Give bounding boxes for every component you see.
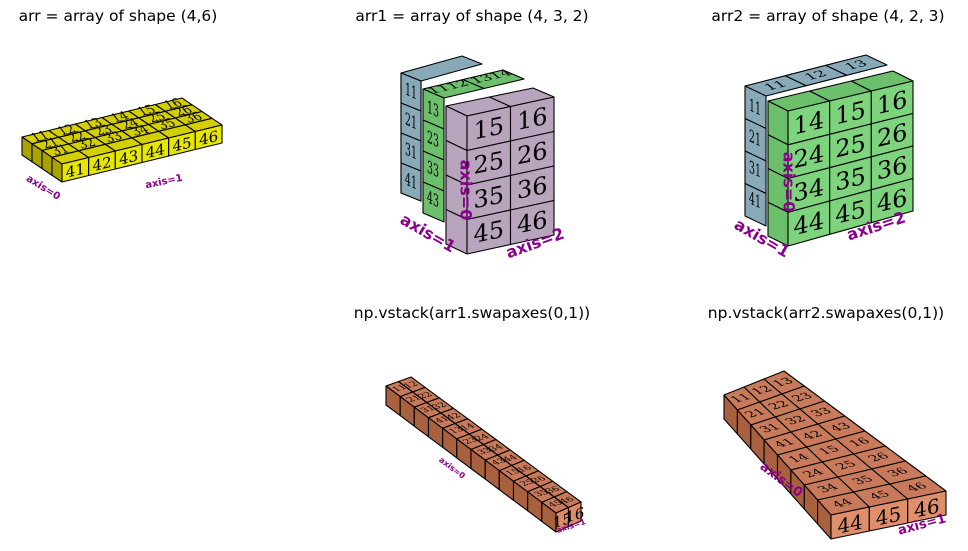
cell-number: 12 — [748, 384, 776, 397]
panel-title-arr1: arr1 = array of shape (4, 3, 2) — [355, 7, 589, 25]
panel-title-vstack-arr2: np.vstack(arr2.swapaxes(0,1)) — [707, 304, 945, 322]
front-face-cell — [870, 177, 914, 224]
side-face-cell — [400, 162, 422, 202]
cell-number: 44 — [146, 140, 165, 162]
cell-number: 11 — [405, 80, 417, 105]
cell-number: 13 — [427, 98, 439, 123]
cell-number: 34 — [814, 482, 842, 495]
cell-number: 41 — [771, 437, 799, 450]
cell-number: 43 — [827, 421, 855, 434]
cell-number: 36 — [517, 171, 548, 205]
cell-number: 45 — [172, 133, 191, 155]
cell-number: 45 — [866, 489, 894, 502]
cell-number: 11 — [727, 392, 755, 405]
cell-number: 36 — [884, 466, 912, 479]
axis-label: axis=0 — [457, 160, 476, 221]
cell-number: 12 — [801, 69, 831, 83]
cell-number: 44 — [829, 497, 857, 510]
cell-number: 42 — [92, 153, 111, 175]
cell-number: 31 — [756, 422, 784, 435]
cell-number: 42 — [799, 429, 827, 442]
cell-number: 21 — [405, 110, 417, 135]
cell-number: 46 — [914, 494, 939, 523]
cell-number: 16 — [565, 504, 584, 527]
cell-number: 16 — [517, 102, 548, 136]
cell-number: 45 — [876, 502, 901, 531]
cell-number: 15 — [553, 509, 572, 532]
cell-number: 35 — [473, 181, 504, 215]
cell-number: 31 — [405, 140, 417, 165]
cell-number: 24 — [800, 467, 828, 480]
cell-number: 46 — [517, 206, 548, 240]
panel-title-vstack-arr1: np.vstack(arr1.swapaxes(0,1)) — [353, 304, 591, 322]
cell-number: 15 — [816, 444, 844, 457]
cell-number: 41 — [749, 189, 761, 214]
top-face-cell — [462, 69, 525, 90]
cell-number: 46 — [903, 481, 931, 494]
cell-number: 46 — [199, 127, 218, 149]
cell-number: 41 — [66, 159, 85, 181]
cell-number: 16 — [846, 436, 874, 449]
front-face-cell — [907, 490, 947, 524]
axis-label: axis=0 — [780, 152, 799, 213]
cell-number: 11 — [749, 96, 761, 121]
cell-number: 45 — [473, 215, 504, 249]
slab-vstack-arr1: 1112212231324142131423243334434415162526… — [385, 376, 587, 535]
panel-title-arr2: arr2 = array of shape (4, 2, 3) — [711, 7, 945, 25]
front-face-cell — [194, 124, 223, 151]
axis-label: axis=1 — [144, 173, 183, 192]
cell-number: 13 — [770, 376, 798, 389]
top-face-cell — [825, 54, 888, 76]
side-face-cell — [744, 182, 767, 227]
cell-number: 13 — [842, 58, 872, 72]
side-face-cell — [422, 181, 445, 223]
cell-number: 21 — [749, 127, 761, 152]
cell-number: 33 — [808, 406, 836, 419]
cell-number: 26 — [865, 451, 893, 464]
cell-number: 23 — [789, 391, 817, 404]
cell-number: 15 — [473, 112, 504, 146]
cell-number: 41 — [405, 170, 417, 195]
cell-number: 22 — [765, 399, 793, 412]
cell-number: 26 — [517, 137, 548, 171]
panel-title-arr: arr = array of shape (4,6) — [18, 7, 218, 25]
cell-number: 43 — [427, 188, 439, 213]
cell-number: 43 — [119, 146, 138, 168]
front-face-cell — [509, 199, 555, 246]
cell-number: 33 — [427, 158, 439, 183]
cell-number: 31 — [749, 158, 761, 183]
cell-number: 25 — [473, 146, 504, 180]
cell-number: 11 — [761, 79, 791, 93]
cell-number: 14 — [785, 452, 813, 465]
cell-number: 23 — [427, 128, 439, 153]
cell-number: 32 — [782, 414, 810, 427]
cell-number: 44 — [837, 510, 862, 539]
cell-number: 21 — [742, 407, 770, 420]
cell-number: 35 — [849, 474, 877, 487]
front-face-cell — [567, 501, 582, 528]
cell-number: 25 — [832, 459, 860, 472]
